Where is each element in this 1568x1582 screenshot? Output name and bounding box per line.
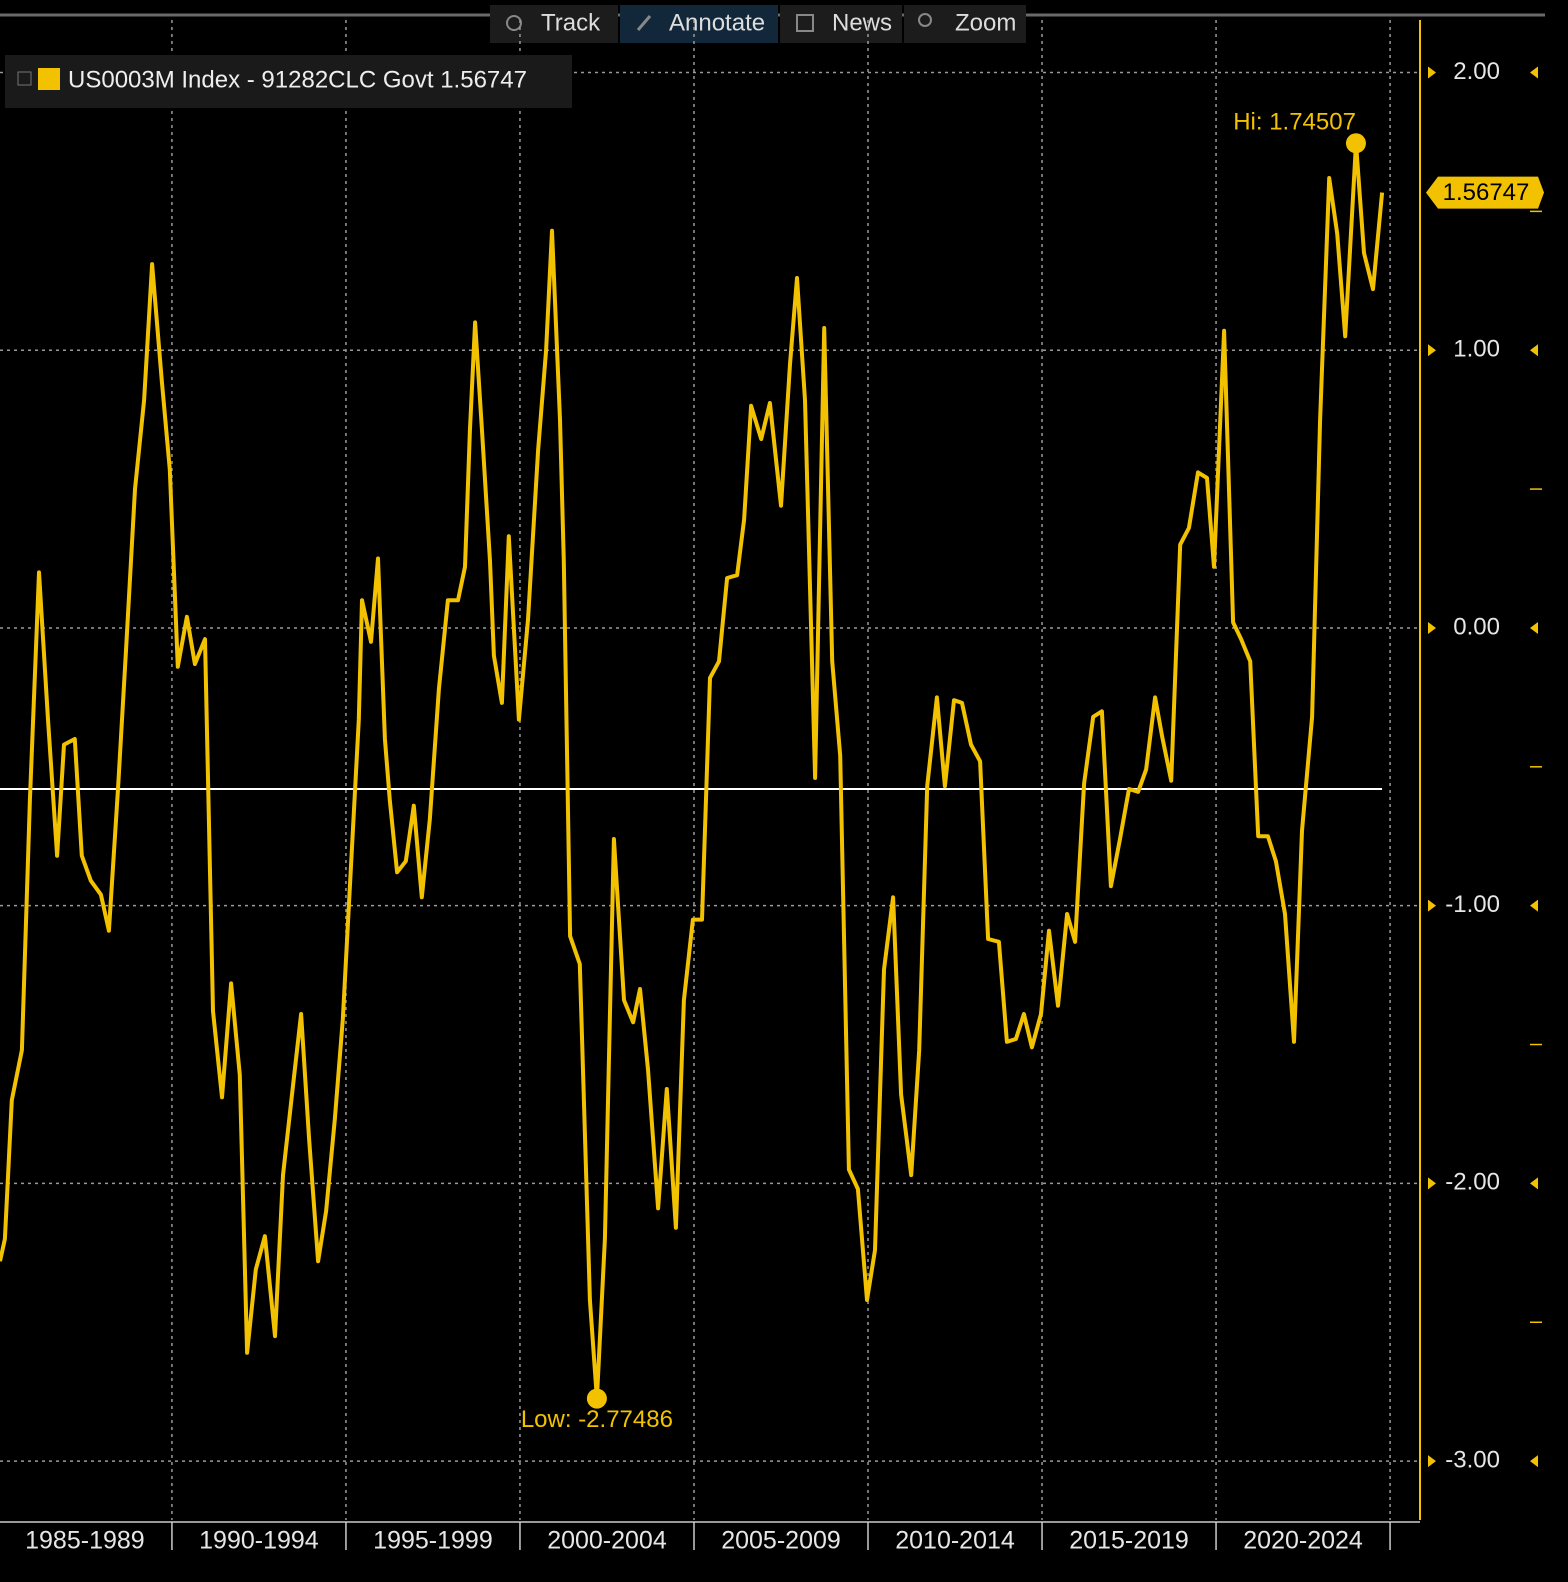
y-tick <box>1428 621 1436 634</box>
y-tick <box>1530 621 1538 634</box>
y-tick <box>1428 66 1436 79</box>
legend-expand[interactable] <box>17 71 32 86</box>
x-tick-label: 2020-2024 <box>1243 1527 1363 1555</box>
x-tick-label: 2005-2009 <box>721 1527 841 1555</box>
legend-swatch <box>38 68 60 90</box>
annotate-icon <box>636 15 652 31</box>
toolbar-button[interactable] <box>780 5 902 43</box>
y-tick-label: -2.00 <box>1445 1169 1500 1196</box>
low-marker <box>586 1388 607 1409</box>
y-tick <box>1530 1177 1538 1190</box>
legend: US0003M Index - 91282CLC Govt 1.56747 <box>5 55 572 108</box>
series-line <box>0 141 1385 1401</box>
y-tick-label: 0.00 <box>1453 613 1500 640</box>
toolbar-label[interactable]: Track <box>541 9 601 36</box>
zoom-icon <box>918 13 932 27</box>
y-tick <box>1428 899 1436 912</box>
y-tick <box>1428 1177 1436 1190</box>
toolbar-button[interactable] <box>904 5 1026 43</box>
toolbar-button[interactable] <box>490 5 618 43</box>
y-tick-label: 2.00 <box>1453 58 1500 85</box>
toolbar-label[interactable]: News <box>832 9 892 36</box>
track-icon <box>506 15 522 31</box>
y-tick <box>1428 1455 1436 1468</box>
x-tick-label: 1985-1989 <box>25 1527 145 1555</box>
x-tick-label: 2000-2004 <box>547 1527 667 1555</box>
last-value-tag <box>1426 176 1544 209</box>
x-tick-label: 2010-2014 <box>895 1527 1015 1555</box>
toolbar: Track Annotate News Zoom <box>490 5 1026 43</box>
toolbar-label[interactable]: Annotate <box>669 9 765 36</box>
low-label: Low: -2.77486 <box>521 1406 673 1433</box>
last-value-label: 1.56747 <box>1443 179 1530 206</box>
news-icon <box>796 14 814 32</box>
legend-label: US0003M Index - 91282CLC Govt 1.56747 <box>68 66 527 93</box>
y-tick <box>1530 344 1538 357</box>
high-label: Hi: 1.74507 <box>1233 109 1356 136</box>
x-tick-label: 1990-1994 <box>199 1527 319 1555</box>
y-tick-label: 1.00 <box>1453 336 1500 363</box>
y-tick <box>1428 344 1436 357</box>
toolbar-button[interactable] <box>620 5 778 43</box>
x-tick-label: 2015-2019 <box>1069 1527 1189 1555</box>
y-tick <box>1530 1455 1538 1468</box>
legend-box <box>5 55 572 108</box>
high-marker <box>1345 133 1366 154</box>
y-tick-label: -3.00 <box>1445 1446 1500 1473</box>
x-tick-label: 1995-1999 <box>373 1527 493 1555</box>
y-tick-label: -1.00 <box>1445 891 1500 918</box>
y-tick <box>1530 899 1538 912</box>
toolbar-label[interactable]: Zoom <box>955 9 1016 36</box>
y-tick <box>1530 66 1538 79</box>
